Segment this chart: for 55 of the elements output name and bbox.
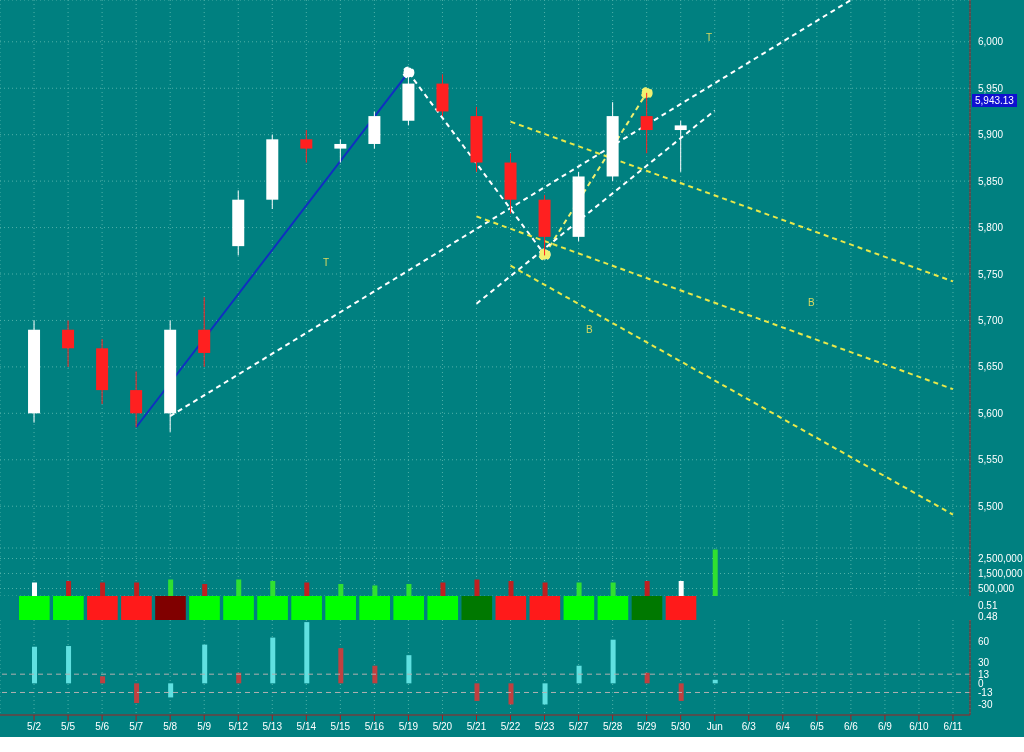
x-tick-label: 5/5: [61, 721, 76, 733]
x-tick-label: 5/16: [364, 721, 385, 733]
x-tick-label: 5/13: [262, 721, 283, 733]
y-tick-label: -13: [978, 687, 993, 699]
text: 5,943.13: [972, 94, 1017, 107]
x-tick-label: 5/27: [568, 721, 589, 733]
y-tick-label: 5,550: [978, 454, 1004, 466]
x-tick-label: Jun: [706, 721, 723, 733]
x-tick-label: 5/29: [636, 721, 657, 733]
x-tick-label: 5/2: [27, 721, 42, 733]
y-tick-label: 5,800: [978, 222, 1004, 234]
y-tick-label: 5,600: [978, 407, 1004, 419]
y-tick-label: 6,000: [978, 36, 1004, 48]
x-tick-label: 6/5: [809, 721, 825, 733]
y-tick-label: 5,650: [978, 361, 1004, 373]
x-tick-label: 5/9: [197, 721, 212, 733]
x-tick-label: 6/3: [741, 721, 757, 733]
y-tick-label: 5,700: [978, 314, 1004, 326]
y-tick-label: 0: [978, 677, 984, 689]
x-tick-label: 5/19: [398, 721, 419, 733]
x-tick-label: 5/21: [466, 721, 487, 733]
x-tick-label: 6/10: [909, 721, 930, 733]
x-tick-label: 5/12: [228, 721, 249, 733]
annotation: B: [808, 296, 815, 309]
x-tick-label: 6/9: [877, 721, 893, 733]
y-tick-label: 5,950: [978, 82, 1004, 94]
y-tick-label: 30: [978, 656, 990, 668]
x-tick-label: 5/30: [670, 721, 691, 733]
x-tick-label: 6/4: [775, 721, 791, 733]
x-tick-label: 5/7: [129, 721, 144, 733]
annotation: B: [586, 323, 593, 336]
x-tick-label: 5/14: [296, 721, 317, 733]
y-tick-label: 2,500,000: [978, 553, 1023, 565]
y-tick-label: 500,000: [978, 583, 1015, 595]
x-tick-label: 5/23: [534, 721, 555, 733]
text: 0.48: [978, 610, 998, 623]
x-tick-label: 5/22: [500, 721, 521, 733]
y-tick-label: 13: [978, 668, 990, 680]
x-tick-label: 5/6: [95, 721, 110, 733]
text: 0.51: [978, 599, 998, 612]
x-tick-label: 6/11: [943, 721, 963, 733]
y-tick-label: 1,500,000: [978, 568, 1023, 580]
annotation: T: [706, 31, 713, 44]
x-tick-label: 5/28: [602, 721, 623, 733]
x-tick-label: 5/20: [432, 721, 453, 733]
y-tick-label: 5,900: [978, 129, 1004, 141]
y-tick-label: 5,850: [978, 175, 1004, 187]
y-tick-label: 5,750: [978, 268, 1004, 280]
y-tick-label: -30: [978, 698, 993, 710]
y-tick-label: 5,500: [978, 500, 1004, 512]
x-tick-label: 5/15: [330, 721, 351, 733]
x-tick-label: 5/8: [163, 721, 178, 733]
x-tick-label: 6/6: [843, 721, 859, 733]
annotation: T: [323, 256, 330, 269]
y-tick-label: 60: [978, 635, 990, 647]
